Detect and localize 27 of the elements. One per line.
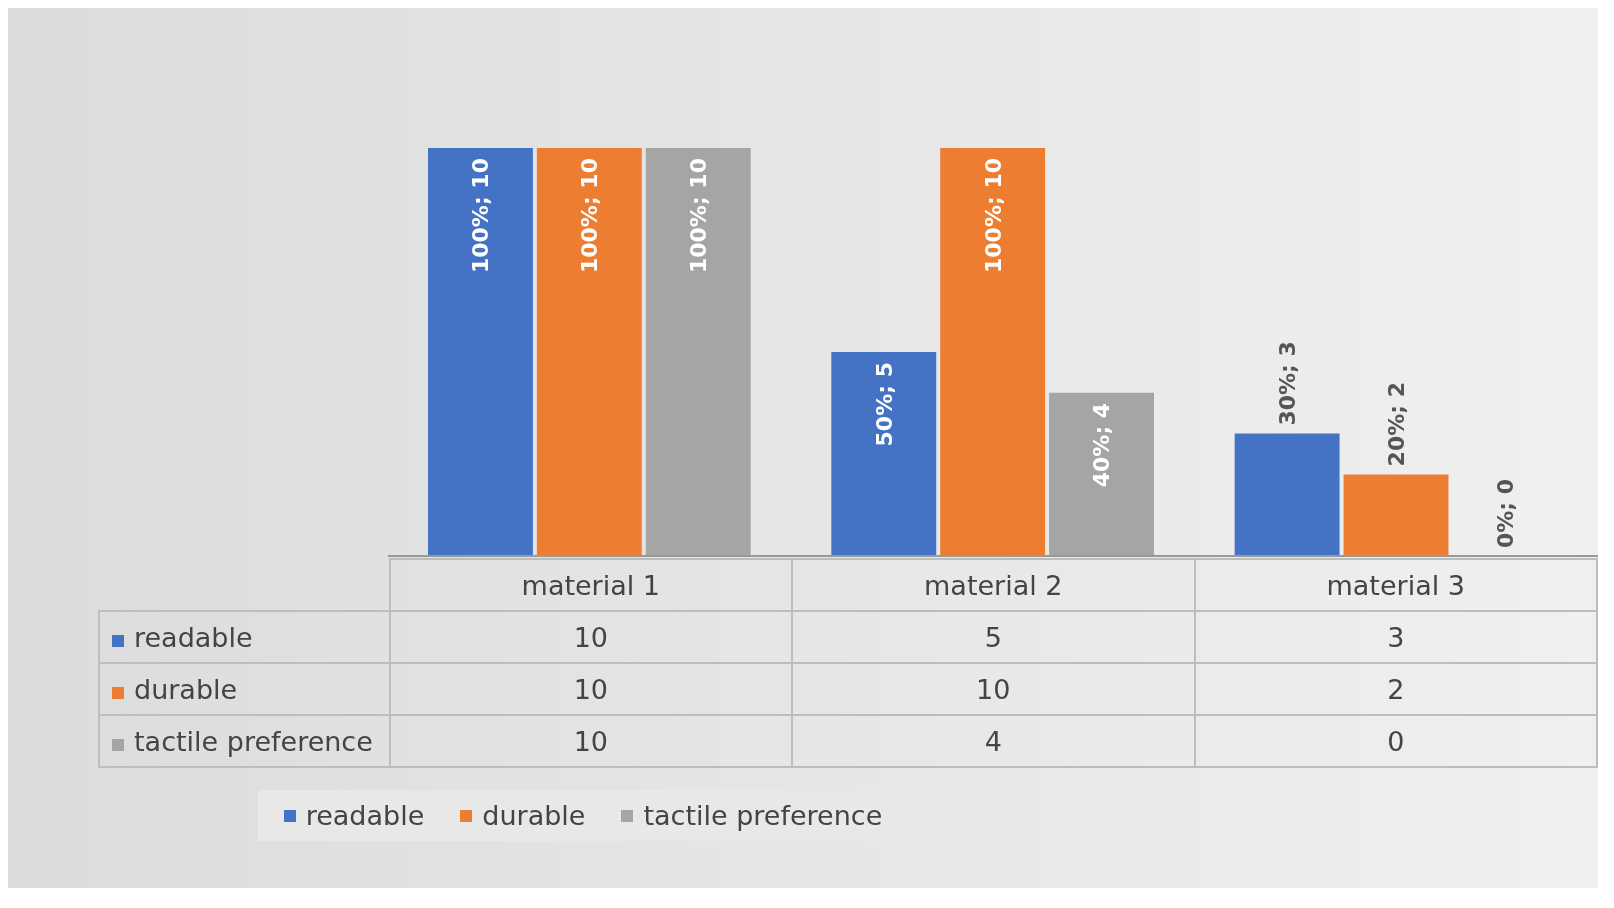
data-label: 2 xyxy=(1194,663,1597,715)
annotation: 100%; 10 xyxy=(468,158,494,274)
annotation: 50%; 5 xyxy=(871,362,897,447)
legend-label: readable xyxy=(99,611,390,663)
x-tick-label: material 1 xyxy=(389,559,793,611)
annotation: 100%; 10 xyxy=(577,158,603,274)
data-label: 10 xyxy=(389,663,793,715)
x-tick-label: material 2 xyxy=(792,559,1195,611)
data-label: 10 xyxy=(389,715,793,767)
legend-label: tactile preference xyxy=(642,800,883,831)
x-tick-label: material 3 xyxy=(1194,559,1597,611)
data-label: 0 xyxy=(1194,715,1597,767)
data-label: 4 xyxy=(792,715,1195,767)
annotation: 100%; 10 xyxy=(980,158,1006,274)
annotation: 100%; 10 xyxy=(686,158,712,274)
data-label: 5 xyxy=(792,611,1195,663)
text: readable xyxy=(305,800,425,831)
data-label: 10 xyxy=(389,611,793,663)
text: durable xyxy=(134,673,238,705)
annotation: 30%; 3 xyxy=(1274,341,1300,426)
legend-label: durable xyxy=(481,800,586,831)
annotation: 0%; 0 xyxy=(1492,478,1518,548)
annotation: 40%; 4 xyxy=(1089,402,1115,488)
annotation: 20%; 2 xyxy=(1383,381,1409,467)
data-label: 10 xyxy=(792,663,1195,715)
data-label: 3 xyxy=(1194,611,1597,663)
text: tactile preference xyxy=(134,725,373,757)
